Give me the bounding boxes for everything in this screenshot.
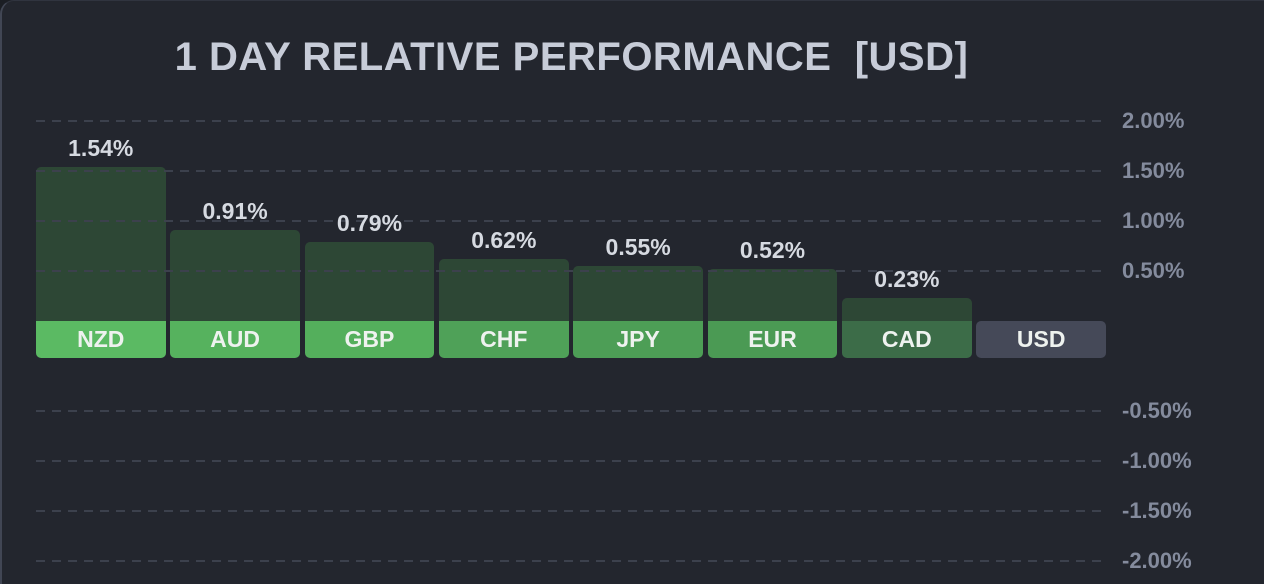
gridline [36,510,1107,512]
y-axis-tick-label: 0.50% [1122,258,1185,283]
bar-value-label: 0.79% [336,210,403,236]
bar-eur[interactable] [707,269,838,321]
y-axis-tick-label: -0.50% [1122,398,1192,423]
bar-value-label: 0.55% [605,234,671,260]
gridline [36,120,1107,122]
bar-value-label: 0.52% [739,237,806,263]
currency-badge-cad[interactable]: CAD [842,321,972,358]
bar-jpy[interactable] [573,266,703,321]
bar-gbp[interactable] [304,242,435,321]
y-axis-tick-label: -2.00% [1122,548,1192,573]
currency-badge-aud[interactable]: AUD [170,321,300,358]
bar-value-label: 0.62% [471,227,537,253]
gridline [36,560,1107,562]
gridline [36,270,1107,272]
chart-title: 1 DAY RELATIVE PERFORMANCE [USD] [174,35,969,79]
gridline [36,460,1107,462]
currency-badge-eur[interactable]: EUR [707,321,838,358]
bar-value-label: 0.91% [202,198,268,224]
bar-value-label: 1.54% [68,135,134,161]
y-axis-tick-label: 1.50% [1122,158,1185,183]
bar-nzd[interactable] [36,167,166,321]
bar-chf[interactable] [439,259,569,321]
currency-badge-chf[interactable]: CHF [439,321,569,358]
currency-badge-gbp[interactable]: GBP [304,321,435,358]
y-axis-tick-label: -1.50% [1122,498,1192,523]
currency-badge-jpy[interactable]: JPY [573,321,703,358]
gridline [36,410,1107,412]
bar-cad[interactable] [842,298,972,321]
currency-badge-nzd[interactable]: NZD [36,321,166,358]
y-axis-tick-label: 2.00% [1122,108,1185,133]
gridline [36,170,1107,172]
bar-aud[interactable] [170,230,300,321]
gridline [36,220,1107,222]
currency-badge-usd[interactable]: USD [976,321,1106,358]
y-axis-tick-label: -1.00% [1122,448,1192,473]
y-axis-tick-label: 1.00% [1122,208,1185,233]
bar-value-label: 0.23% [874,266,940,292]
